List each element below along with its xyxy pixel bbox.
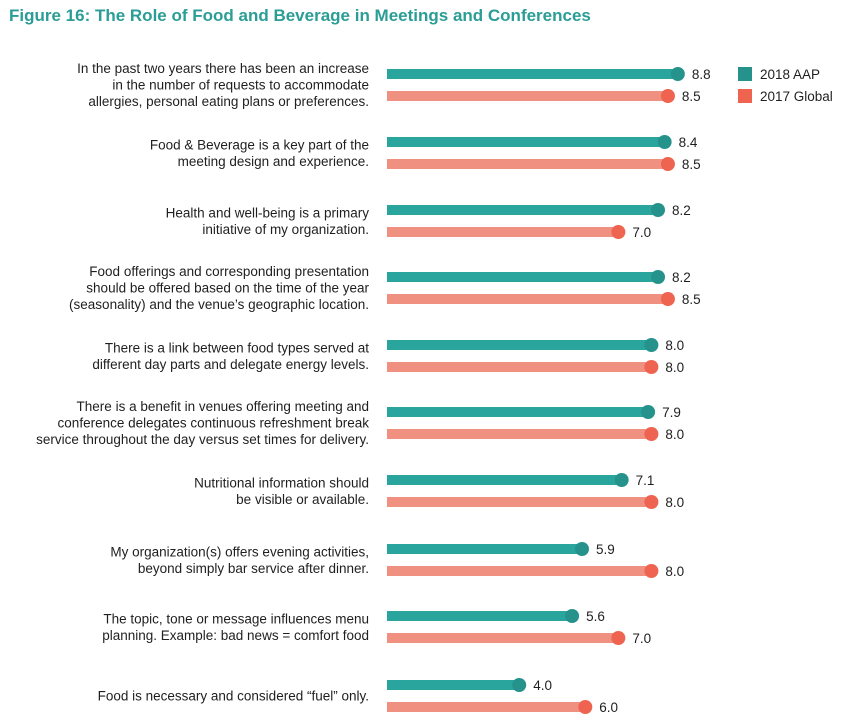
category-label: different day parts and delegate energy … [92, 357, 369, 372]
category-label: should be offered based on the time of t… [86, 281, 369, 296]
bar-global-2017 [387, 429, 652, 439]
bar-aap-2018 [387, 137, 665, 147]
bar-end-dot [644, 564, 659, 578]
category-label: In the past two years there has been an … [77, 61, 369, 76]
bar-end-dot [660, 292, 675, 306]
bar-aap-2018 [387, 544, 582, 554]
bar-end-dot [574, 542, 589, 556]
bar-aap-2018 [387, 680, 520, 690]
data-label: 8.5 [682, 292, 701, 307]
bar-end-dot [657, 135, 672, 149]
bar-global-2017 [387, 294, 668, 304]
data-label: 7.1 [636, 473, 655, 488]
bar-global-2017 [387, 633, 619, 643]
data-label: 5.9 [596, 542, 615, 557]
data-label: 4.0 [533, 678, 552, 693]
bar-end-dot [644, 427, 659, 441]
bar-end-dot [565, 609, 580, 623]
bar-end-dot [644, 495, 659, 509]
bar-global-2017 [387, 362, 652, 372]
category-label: in the number of requests to accommodate [112, 78, 369, 93]
bar-end-dot [644, 338, 659, 352]
category-label: Food offerings and corresponding present… [89, 264, 369, 279]
data-label: 8.5 [682, 89, 701, 104]
bar-aap-2018 [387, 475, 622, 485]
category-label: There is a link between food types serve… [105, 340, 369, 355]
category-label: conference delegates continuous refreshm… [58, 416, 370, 431]
bar-aap-2018 [387, 272, 659, 282]
bar-aap-2018 [387, 205, 659, 215]
bar-end-dot [614, 473, 629, 487]
bar-global-2017 [387, 702, 586, 712]
bar-end-dot [578, 700, 593, 714]
data-label: 7.0 [632, 225, 651, 240]
bar-end-dot [611, 631, 626, 645]
bar-end-dot [651, 270, 666, 284]
legend-label: 2018 AAP [760, 67, 820, 82]
legend-swatch [738, 67, 752, 81]
category-label: The topic, tone or message influences me… [103, 611, 369, 626]
category-label: There is a benefit in venues offering me… [77, 399, 369, 414]
data-label: 8.5 [682, 157, 701, 172]
category-label: (seasonality) and the venue’s geographic… [69, 297, 369, 312]
category-label: Food is necessary and considered “fuel” … [98, 689, 369, 704]
bar-global-2017 [387, 91, 668, 101]
category-label: meeting design and experience. [178, 154, 369, 169]
category-label: beyond simply bar service after dinner. [138, 561, 369, 576]
bar-end-dot [644, 360, 659, 374]
data-label: 8.8 [692, 67, 711, 82]
bar-end-dot [512, 678, 527, 692]
bar-aap-2018 [387, 69, 678, 79]
chart-title: Figure 16: The Role of Food and Beverage… [9, 6, 591, 25]
category-label: My organization(s) offers evening activi… [110, 544, 369, 559]
bar-global-2017 [387, 566, 652, 576]
data-label: 8.0 [665, 427, 684, 442]
bar-aap-2018 [387, 340, 652, 350]
bar-aap-2018 [387, 611, 573, 621]
data-label: 8.2 [672, 203, 691, 218]
data-label: 7.9 [662, 405, 681, 420]
data-label: 8.0 [665, 495, 684, 510]
category-label: Food & Beverage is a key part of the [150, 137, 369, 152]
bar-end-dot [611, 225, 626, 239]
category-label: initiative of my organization. [202, 222, 369, 237]
data-label: 8.4 [679, 135, 698, 150]
category-label: be visible or available. [236, 492, 369, 507]
data-label: 6.0 [599, 700, 618, 715]
data-label: 8.0 [665, 360, 684, 375]
data-label: 7.0 [632, 631, 651, 646]
bar-end-dot [651, 203, 666, 217]
data-label: 5.6 [586, 609, 605, 624]
data-label: 8.0 [665, 338, 684, 353]
legend-swatch [738, 89, 752, 103]
bar-end-dot [641, 405, 656, 419]
data-label: 8.2 [672, 270, 691, 285]
category-label: Nutritional information should [194, 475, 369, 490]
bar-end-dot [660, 89, 675, 103]
category-label: allergies, personal eating plans or pref… [88, 94, 369, 109]
category-label: service throughout the day versus set ti… [36, 432, 369, 447]
legend-label: 2017 Global [760, 89, 833, 104]
category-label: Health and well-being is a primary [166, 205, 370, 220]
bar-global-2017 [387, 227, 619, 237]
bar-aap-2018 [387, 407, 649, 417]
category-label: planning. Example: bad news = comfort fo… [102, 628, 369, 643]
bar-global-2017 [387, 159, 668, 169]
bar-global-2017 [387, 497, 652, 507]
bar-end-dot [660, 157, 675, 171]
bar-end-dot [670, 67, 685, 81]
data-label: 8.0 [665, 564, 684, 579]
